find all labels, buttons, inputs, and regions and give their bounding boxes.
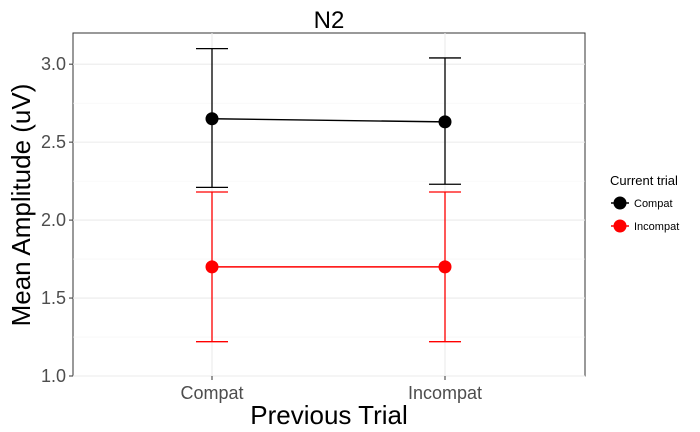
- legend: Current trial Compat Incompat: [610, 173, 679, 233]
- y-tick-label: 3.0: [41, 54, 66, 74]
- series-compat: [196, 47, 461, 189]
- data-point: [205, 260, 219, 274]
- plot-panel: [72, 32, 586, 377]
- data-point: [205, 112, 219, 126]
- y-tick-label: 2.0: [41, 210, 66, 230]
- legend-label: Compat: [634, 198, 673, 210]
- y-tick-label: 2.5: [41, 132, 66, 152]
- x-axis-ticks: Compat Incompat: [180, 376, 482, 403]
- legend-key-point: [613, 219, 627, 233]
- x-tick-label: Compat: [180, 383, 243, 403]
- y-tick-label: 1.5: [41, 288, 66, 308]
- y-axis-title: Mean Amplitude (uV): [6, 84, 36, 327]
- data-point: [438, 115, 452, 129]
- legend-item: Compat: [611, 196, 673, 210]
- legend-label: Incompat: [634, 221, 679, 233]
- series-line: [211, 118, 446, 123]
- x-axis-title: Previous Trial: [250, 400, 408, 430]
- legend-key-point: [613, 196, 627, 210]
- data-point: [438, 260, 452, 274]
- y-axis-ticks: 1.0 1.5 2.0 2.5 3.0: [41, 54, 73, 386]
- legend-title: Current trial: [610, 173, 678, 188]
- chart-title: N2: [314, 7, 345, 34]
- x-tick-label: Incompat: [408, 383, 482, 403]
- legend-item: Incompat: [611, 219, 679, 233]
- y-tick-label: 1.0: [41, 366, 66, 386]
- series-layer: [196, 47, 461, 343]
- series-incompat: [196, 191, 461, 343]
